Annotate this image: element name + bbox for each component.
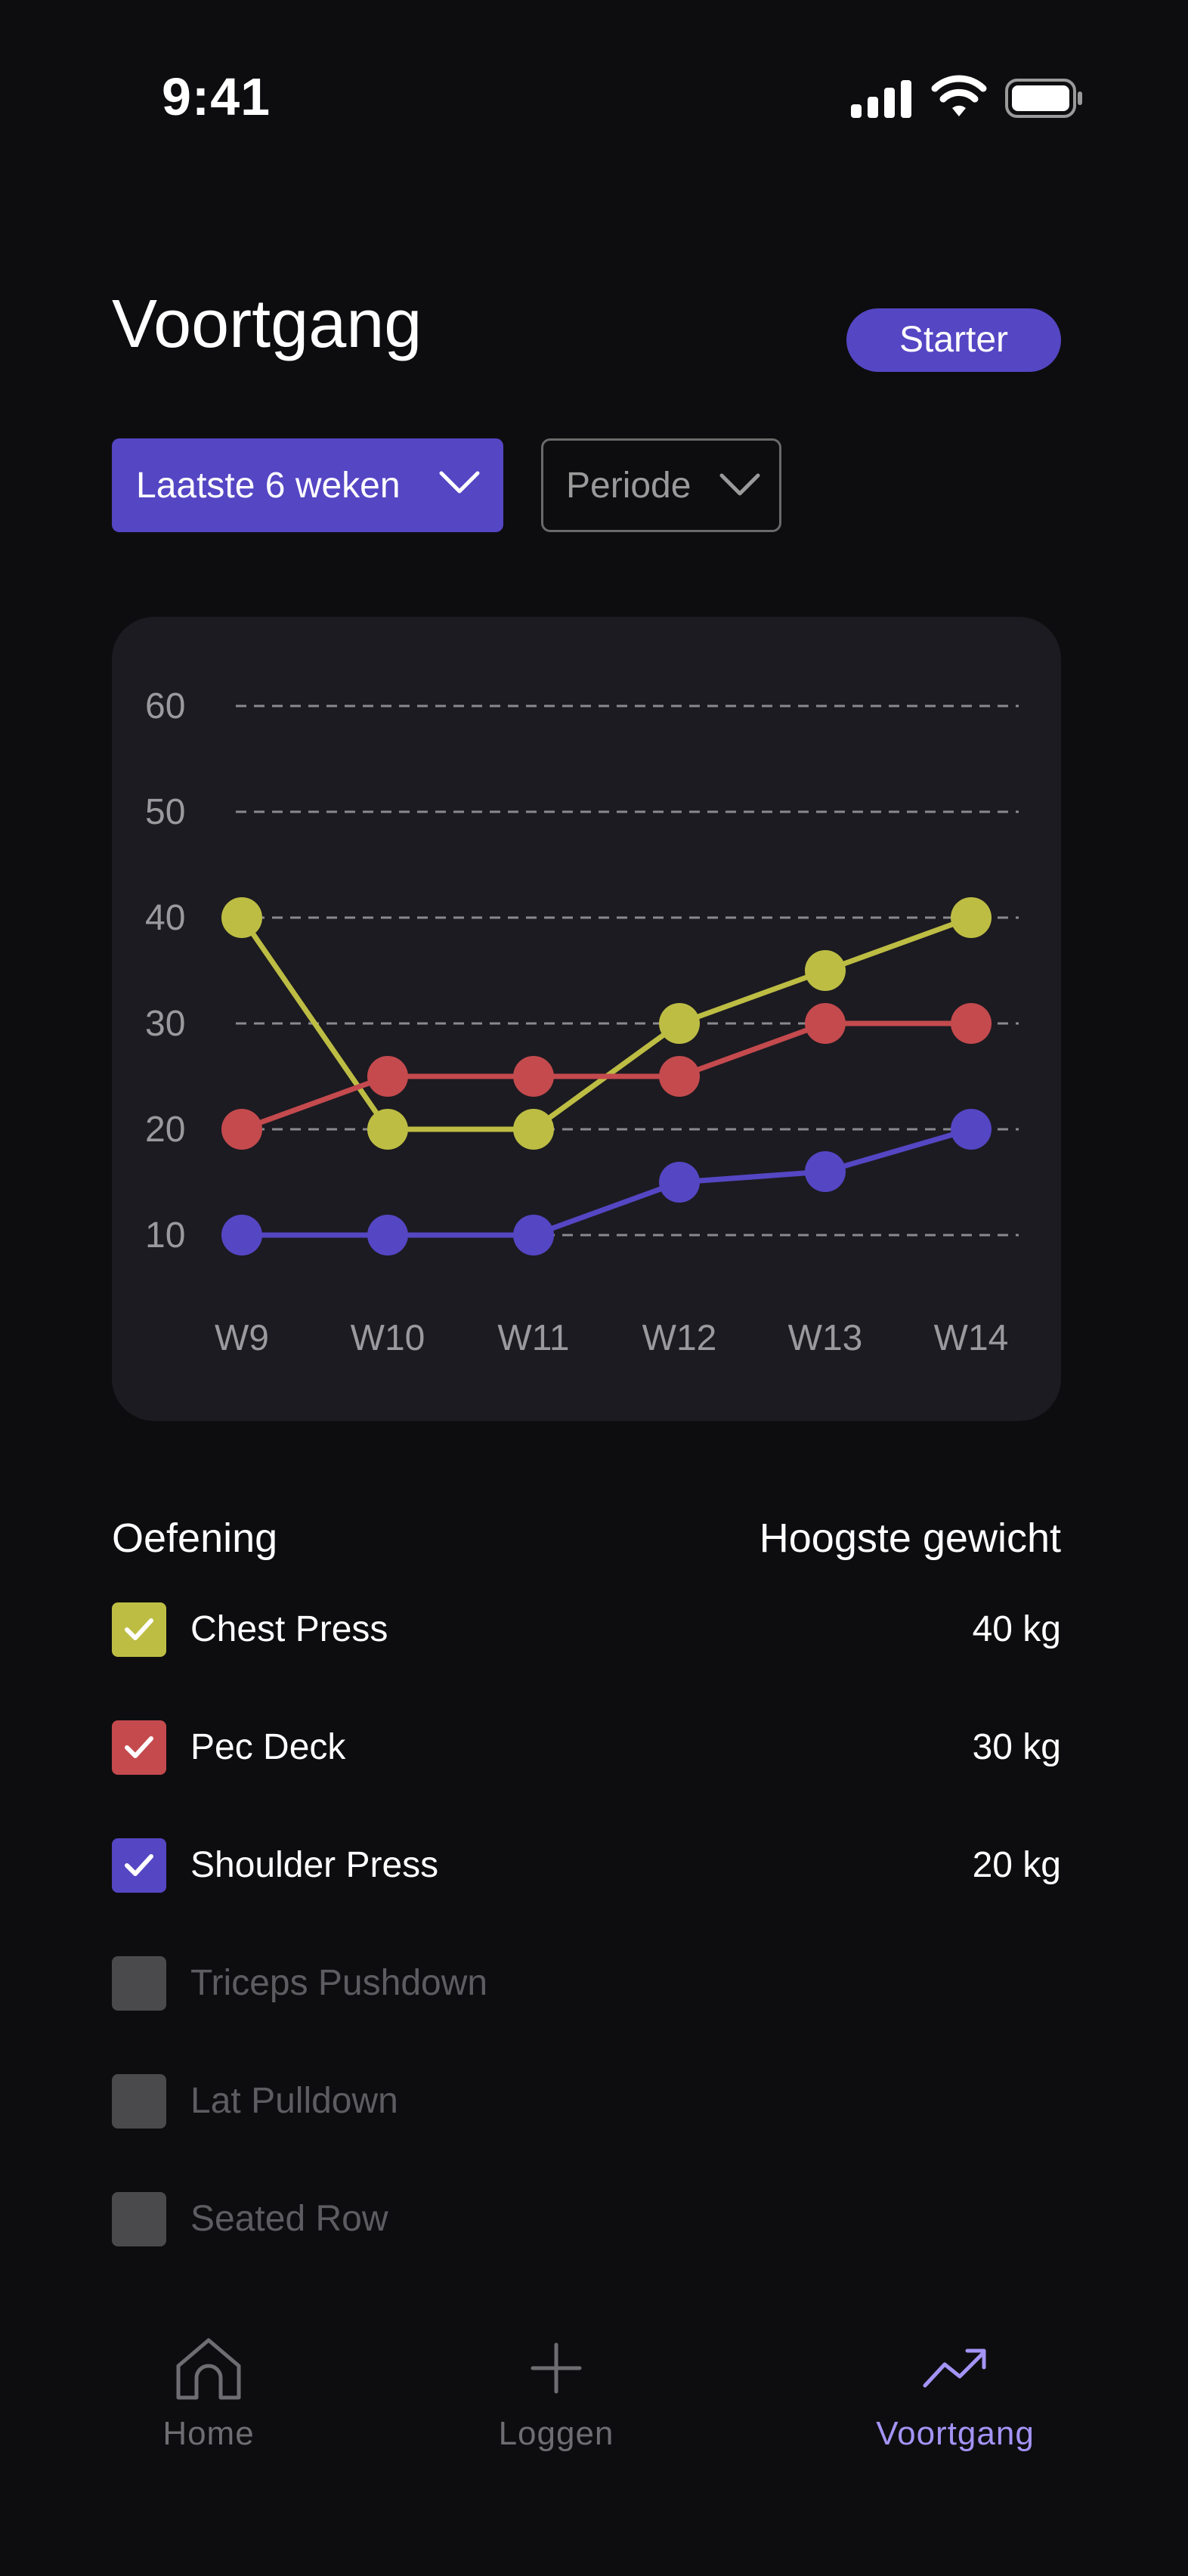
range-dropdown-label: Laatste 6 weken <box>136 465 401 506</box>
nav-progress[interactable]: Voortgang <box>842 2336 1069 2453</box>
nav-home[interactable]: Home <box>95 2336 322 2453</box>
exercise-row[interactable]: Shoulder Press 20 kg <box>112 1838 1061 1893</box>
exercise-row[interactable]: Lat Pulldown <box>112 2074 1061 2129</box>
range-dropdown[interactable]: Laatste 6 weken <box>112 438 503 532</box>
exercise-column-header: Oefening <box>112 1516 278 1561</box>
exercise-name: Lat Pulldown <box>190 2081 398 2121</box>
exercise-name: Chest Press <box>190 1609 388 1649</box>
chevron-down-icon <box>719 473 760 496</box>
exercise-max-weight: 30 kg <box>972 1727 1061 1767</box>
status-time: 9:41 <box>162 67 271 126</box>
page-title: Voortgang <box>112 286 422 362</box>
chevron-down-icon <box>439 471 480 494</box>
exercise-max-weight: 40 kg <box>972 1609 1061 1649</box>
exercise-name: Pec Deck <box>190 1727 346 1767</box>
nav-progress-label: Voortgang <box>876 2415 1035 2452</box>
exercise-checkbox[interactable] <box>112 1602 166 1657</box>
max-weight-column-header: Hoogste gewicht <box>759 1516 1061 1561</box>
wifi-icon <box>931 75 987 116</box>
exercise-name: Triceps Pushdown <box>190 1963 488 2003</box>
exercise-row[interactable]: Seated Row <box>112 2192 1061 2246</box>
exercise-name: Shoulder Press <box>190 1845 439 1885</box>
nav-log-label: Loggen <box>498 2415 614 2452</box>
exercise-checkbox[interactable] <box>112 1720 166 1775</box>
exercise-checkbox[interactable] <box>112 2192 166 2246</box>
progress-chart-card <box>112 617 1061 1421</box>
plus-icon <box>531 2342 582 2394</box>
trending-up-icon <box>923 2348 986 2388</box>
exercise-name: Seated Row <box>190 2199 388 2239</box>
plan-badge[interactable]: Starter <box>846 308 1061 372</box>
checkmark-icon <box>125 1618 153 1640</box>
nav-log[interactable]: Loggen <box>443 2336 670 2453</box>
period-dropdown[interactable]: Periode <box>541 438 781 532</box>
home-icon <box>176 2338 241 2400</box>
battery-icon <box>1005 79 1082 118</box>
exercise-row[interactable]: Chest Press 40 kg <box>112 1602 1061 1657</box>
period-dropdown-label: Periode <box>566 465 691 506</box>
exercise-max-weight: 20 kg <box>972 1845 1061 1885</box>
nav-home-label: Home <box>162 2415 255 2452</box>
exercise-row[interactable]: Pec Deck 30 kg <box>112 1720 1061 1775</box>
exercise-checkbox[interactable] <box>112 1838 166 1893</box>
exercise-checkbox[interactable] <box>112 1956 166 2011</box>
checkmark-icon <box>125 1854 153 1876</box>
cellular-signal-icon <box>851 80 913 118</box>
exercise-checkbox[interactable] <box>112 2074 166 2129</box>
exercise-row[interactable]: Triceps Pushdown <box>112 1956 1061 2011</box>
checkmark-icon <box>125 1736 153 1758</box>
